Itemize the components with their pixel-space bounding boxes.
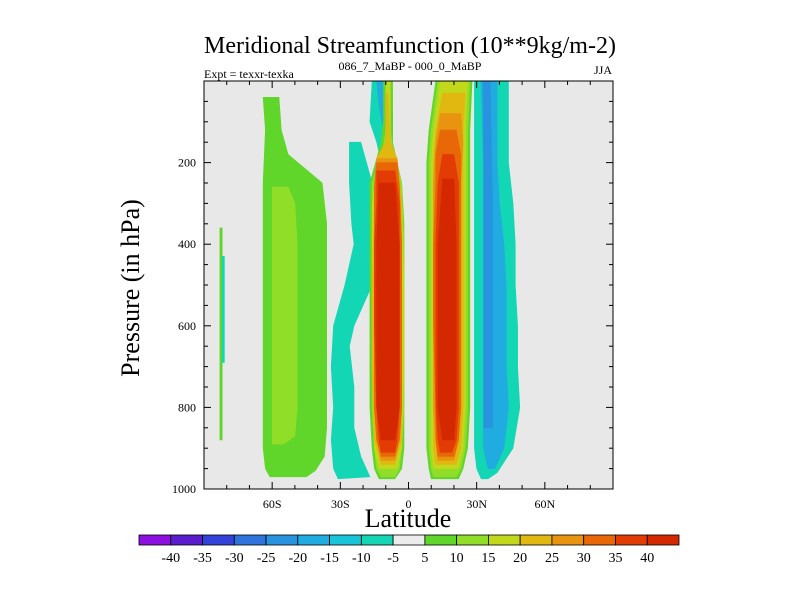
colorbar-swatch [202, 534, 235, 546]
colorbar-swatch [170, 534, 203, 546]
colorbar-swatch [551, 534, 585, 546]
contour-yellowgreen-sh [271, 186, 298, 445]
contour-cyan-sh-west [221, 256, 225, 363]
y-axis-label: Pressure (in hPa) [116, 199, 145, 377]
plot-area: 60S 30S 0 30N 60N 200 400 600 800 1000 [172, 80, 614, 511]
colorbar-swatch [265, 534, 299, 546]
contour-green-sh-strip [219, 227, 223, 441]
colorbar-label: -5 [387, 551, 399, 566]
chart-title: Meridional Streamfunction (10**9kg/m-2) [204, 33, 616, 59]
colorbar-label: -25 [257, 551, 276, 566]
colorbar-label: 30 [577, 551, 591, 566]
colorbar-swatch [583, 534, 616, 546]
colorbar-label: 40 [640, 551, 654, 566]
contour-layer [219, 80, 521, 480]
colorbar-swatch [424, 534, 458, 546]
colorbar-swatch [615, 534, 648, 546]
colorbar-swatch [646, 534, 680, 546]
colorbar-label: -35 [193, 551, 212, 566]
y-tick-label: 200 [178, 156, 196, 170]
subtitle-period: 086_7_MaBP - 000_0_MaBP [339, 59, 482, 73]
colorbar-label: 25 [545, 551, 559, 566]
colorbar-label: -15 [320, 551, 339, 566]
colorbar-label: 15 [481, 551, 495, 566]
colorbar-label: 35 [608, 551, 622, 566]
contour-pos-nh-core [437, 178, 457, 441]
colorbar-label: -40 [161, 551, 180, 566]
x-tick-label: 30N [466, 497, 487, 511]
contour-blue-nh [483, 80, 493, 429]
subtitle-season: JJA [594, 63, 612, 77]
colorbar-label: 20 [513, 551, 527, 566]
colorbar-swatch [233, 534, 267, 546]
x-tick-label: 0 [406, 497, 412, 511]
x-tick-label: 60N [534, 497, 555, 511]
y-tick-label: 600 [178, 319, 196, 333]
colorbar-swatch [488, 534, 521, 546]
contour-pos-sh-core [376, 182, 400, 441]
colorbar-swatch [138, 534, 172, 546]
colorbar-swatch [297, 534, 330, 546]
x-tick-label: 60S [263, 497, 282, 511]
colorbar-swatch [519, 534, 553, 546]
colorbar-label: -10 [352, 551, 371, 566]
y-tick-label: 800 [178, 400, 196, 414]
ticks-layer: 60S 30S 0 30N 60N 200 400 600 800 1000 [172, 81, 613, 511]
colorbar-label: -30 [225, 551, 244, 566]
y-tick-label: 1000 [172, 482, 196, 496]
colorbar-label: 5 [421, 551, 428, 566]
colorbar-swatch [329, 534, 362, 546]
x-tick-label: 30S [331, 497, 350, 511]
colorbar-swatch [360, 534, 394, 546]
colorbar: -40 -35 -30 -25 -20 -15 -10 -5 5 10 15 20 25 30 35 40 [138, 534, 680, 566]
y-tick-label: 400 [178, 237, 196, 251]
colorbar-label: 10 [450, 551, 464, 566]
subtitle-experiment: Expt = texxr-texka [204, 67, 295, 81]
colorbar-swatch [392, 534, 426, 546]
x-axis-label: Latitude [365, 504, 452, 533]
colorbar-label: -20 [288, 551, 307, 566]
colorbar-swatch [456, 534, 489, 546]
